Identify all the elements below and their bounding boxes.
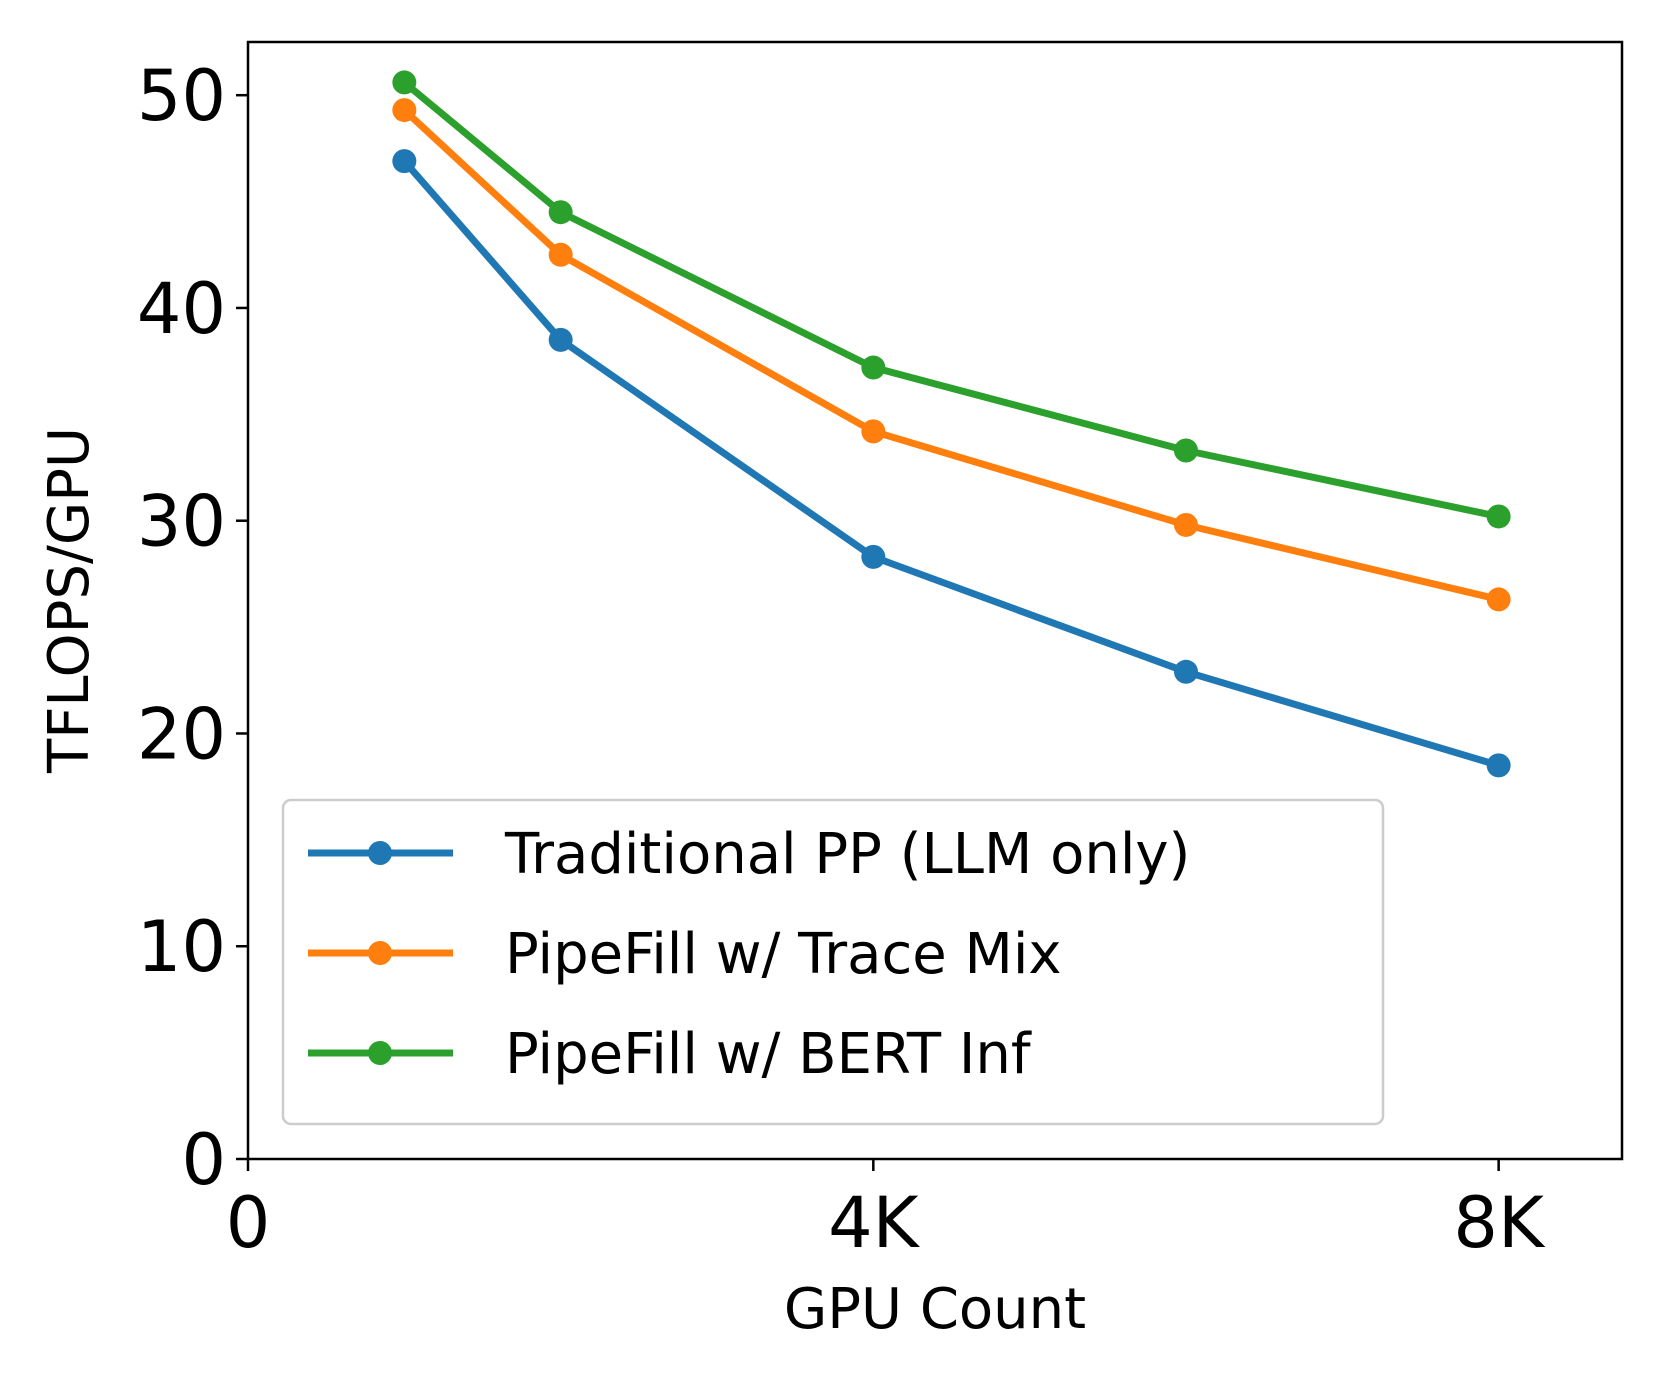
data-point [1173,659,1198,684]
x-axis: 0 4K 8K [226,1159,1546,1264]
data-point [548,200,573,225]
y-tick-label: 40 [137,268,226,350]
data-point [548,327,573,352]
x-tick-label: 4K [828,1182,921,1264]
y-tick-label: 50 [137,55,226,137]
series-1 [392,149,1511,778]
legend-swatch-marker [368,1041,392,1065]
x-tick-label: 8K [1453,1182,1546,1264]
x-tick-label: 0 [226,1182,271,1264]
y-tick-label: 20 [137,693,226,775]
data-point [1486,504,1511,529]
series-3 [392,70,1511,529]
legend-label: PipeFill w/ Trace Mix [505,922,1062,987]
y-tick-label: 30 [137,481,226,563]
y-axis: 0 10 20 30 40 50 [137,55,248,1201]
data-point [861,544,886,569]
legend-swatch-marker [368,941,392,965]
legend: Traditional PP (LLM only) PipeFill w/ Tra… [281,798,1385,1126]
data-point [392,70,417,95]
series-line [399,105,1503,604]
legend-label: PipeFill w/ BERT Inf [505,1022,1032,1087]
data-point [392,98,417,123]
data-point [1486,753,1511,778]
legend-swatch-marker [368,841,392,865]
x-axis-title: GPU Count [784,1277,1086,1342]
series-2 [392,98,1511,612]
y-tick-label: 10 [137,906,226,988]
data-point [861,355,886,380]
plot-area-frame [246,40,1624,1161]
series-layer [392,70,1511,778]
data-point [1173,512,1198,537]
data-point [392,149,417,174]
data-point [548,242,573,267]
data-point [1486,587,1511,612]
data-point [1173,438,1198,463]
y-axis-title: TFLOPS/GPU [37,427,102,774]
legend-frame [281,798,1385,1126]
y-tick-label: 0 [181,1119,226,1201]
legend-label: Traditional PP (LLM only) [504,822,1190,887]
data-point [861,419,886,444]
